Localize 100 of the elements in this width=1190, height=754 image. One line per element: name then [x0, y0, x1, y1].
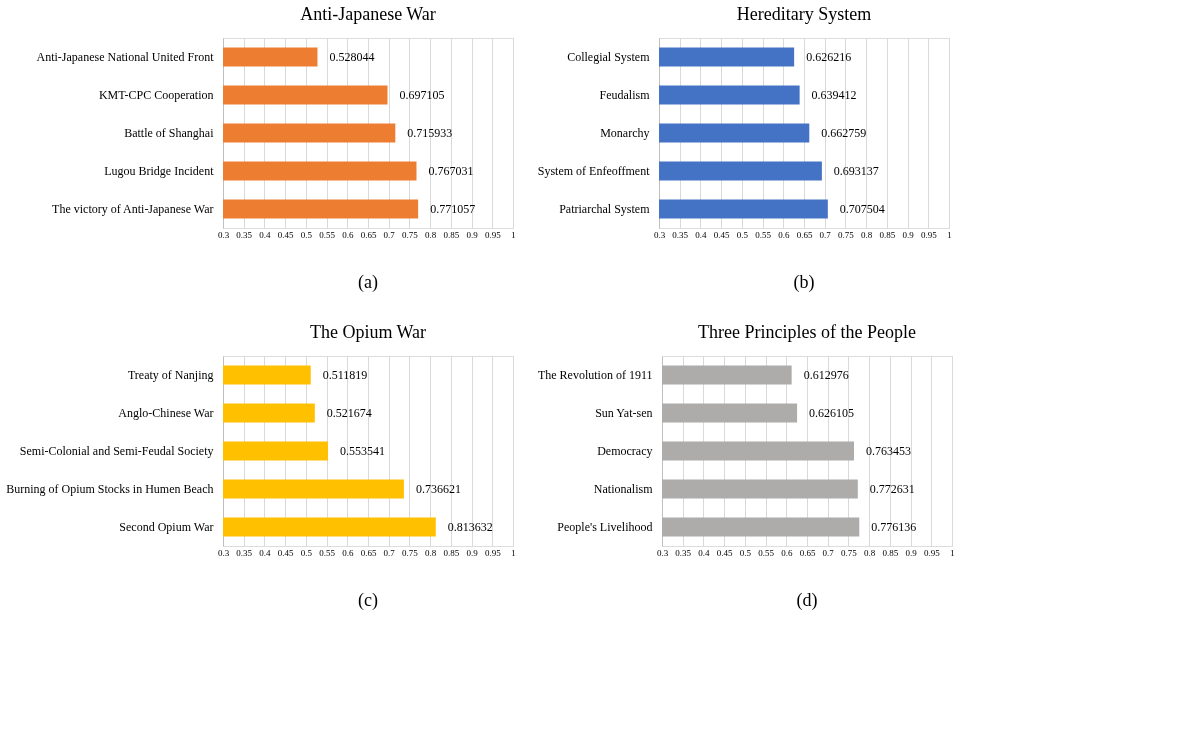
- text: (a): [358, 272, 378, 293]
- x-tick-label: 0.8: [425, 547, 437, 558]
- x-tick-label: 0.55: [319, 229, 336, 240]
- x-tick-label: 0.5: [300, 547, 313, 558]
- x-tick-label: 0.3: [217, 547, 230, 558]
- data-label: 0.767031: [428, 164, 474, 178]
- x-tick-label: 0.7: [383, 229, 396, 240]
- y-tick-label: The Revolution of 1911: [537, 368, 653, 382]
- data-label: 0.626216: [806, 50, 852, 64]
- x-tick-label: 0.95: [920, 229, 938, 240]
- x-tick-label: 0.35: [236, 229, 253, 240]
- x-tick-label: 0.9: [902, 229, 915, 240]
- text: (b): [793, 272, 815, 293]
- y-tick-label: Burning of Opium Stocks in Humen Beach: [6, 482, 214, 496]
- x-tick-label: 0.75: [402, 229, 419, 240]
- data-label: 0.707504: [839, 202, 885, 216]
- x-tick-label: 0.6: [778, 229, 790, 240]
- x-tick-label: 0.75: [838, 229, 855, 240]
- y-tick-label: Collegial System: [567, 50, 651, 64]
- y-tick-label: Lugou Bridge Incident: [104, 164, 215, 178]
- x-tick-label: 0.95: [484, 547, 502, 558]
- data-label: 0.553541: [340, 444, 386, 458]
- chart-title: Anti-Japanese War: [300, 4, 436, 24]
- x-tick-label: 0.45: [713, 229, 731, 240]
- x-tick-label: 0.65: [796, 229, 813, 240]
- x-tick-label: 0.85: [879, 229, 896, 240]
- y-tick-label: Feudalism: [599, 88, 651, 102]
- x-tick-label: 1: [511, 547, 516, 558]
- y-tick-label: Nationalism: [593, 482, 654, 496]
- y-tick-label: Monarchy: [600, 126, 650, 140]
- x-tick-label: 0.45: [277, 547, 295, 558]
- x-tick-label: 0.45: [716, 547, 734, 558]
- data-label: 0.772631: [869, 482, 915, 496]
- data-label: 0.715933: [407, 126, 453, 140]
- data-label: 0.736621: [415, 482, 461, 496]
- y-tick-label: People's Livelihood: [557, 520, 653, 534]
- x-tick-label: 0.35: [672, 229, 689, 240]
- chart-title: Hereditary System: [736, 4, 872, 24]
- x-tick-label: 0.4: [695, 229, 708, 240]
- data-label: 0.693137: [833, 164, 879, 178]
- x-tick-label: 0.65: [360, 547, 377, 558]
- data-label: 0.511819: [322, 368, 368, 382]
- x-tick-label: 0.3: [217, 229, 230, 240]
- y-tick-label: Democracy: [597, 444, 653, 458]
- x-tick-label: 1: [947, 229, 952, 240]
- x-tick-label: 0.3: [653, 229, 666, 240]
- x-tick-label: 0.8: [861, 229, 873, 240]
- data-label: 0.662759: [821, 126, 867, 140]
- text: (c): [358, 590, 378, 611]
- y-tick-label: System of Enfeoffment: [537, 164, 651, 178]
- x-tick-label: 0.8: [864, 547, 876, 558]
- x-tick-label: 0.55: [755, 229, 772, 240]
- x-tick-label: 0.4: [698, 547, 711, 558]
- x-tick-label: 0.95: [923, 547, 941, 558]
- y-tick-label: Sun Yat-sen: [595, 406, 653, 420]
- x-tick-label: 0.6: [342, 229, 354, 240]
- x-tick-label: 0.75: [841, 547, 858, 558]
- y-tick-label: Second Opium War: [119, 520, 214, 534]
- x-tick-label: 0.55: [758, 547, 775, 558]
- x-tick-label: 0.6: [342, 547, 354, 558]
- data-label: 0.528044: [329, 50, 375, 64]
- x-tick-label: 0.7: [383, 547, 396, 558]
- x-tick-label: 0.35: [675, 547, 692, 558]
- x-tick-label: 0.75: [402, 547, 419, 558]
- x-tick-label: 0.35: [236, 547, 253, 558]
- y-tick-label: Patriarchal System: [559, 202, 651, 216]
- data-label: 0.612976: [803, 368, 849, 382]
- x-tick-label: 0.9: [466, 547, 479, 558]
- x-tick-label: 0.4: [259, 229, 272, 240]
- x-tick-label: 0.5: [736, 229, 749, 240]
- x-tick-label: 0.85: [882, 547, 899, 558]
- x-tick-label: 0.55: [319, 547, 336, 558]
- x-tick-label: 0.5: [300, 229, 313, 240]
- data-label: 0.763453: [866, 444, 911, 458]
- x-tick-label: 0.6: [781, 547, 793, 558]
- x-tick-label: 0.85: [443, 229, 460, 240]
- y-tick-label: Semi-Colonial and Semi-Feudal Society: [19, 444, 214, 458]
- x-tick-label: 0.65: [360, 229, 377, 240]
- data-label: 0.639412: [811, 88, 857, 102]
- x-tick-label: 0.3: [656, 547, 669, 558]
- chart-title: Three Principles of the People: [698, 322, 916, 342]
- x-tick-label: 0.5: [739, 547, 752, 558]
- y-tick-label: KMT-CPC Cooperation: [98, 88, 214, 102]
- x-tick-label: 0.8: [425, 229, 437, 240]
- y-tick-label: Anglo-Chinese War: [118, 406, 214, 420]
- data-label: 0.697105: [399, 88, 445, 102]
- x-tick-label: 0.7: [822, 547, 835, 558]
- data-label: 0.626105: [809, 406, 855, 420]
- y-tick-label: Treaty of Nanjing: [127, 368, 214, 382]
- y-tick-label: The victory of Anti-Japanese War: [52, 202, 214, 216]
- data-label: 0.771057: [430, 202, 476, 216]
- chart-title: The Opium War: [309, 322, 427, 342]
- data-label: 0.813632: [447, 520, 493, 534]
- data-label: 0.521674: [326, 406, 372, 420]
- x-tick-label: 0.95: [484, 229, 502, 240]
- x-tick-label: 1: [950, 547, 955, 558]
- x-tick-label: 0.45: [277, 229, 295, 240]
- x-tick-label: 1: [511, 229, 516, 240]
- x-tick-label: 0.85: [443, 547, 460, 558]
- x-tick-label: 0.9: [466, 229, 479, 240]
